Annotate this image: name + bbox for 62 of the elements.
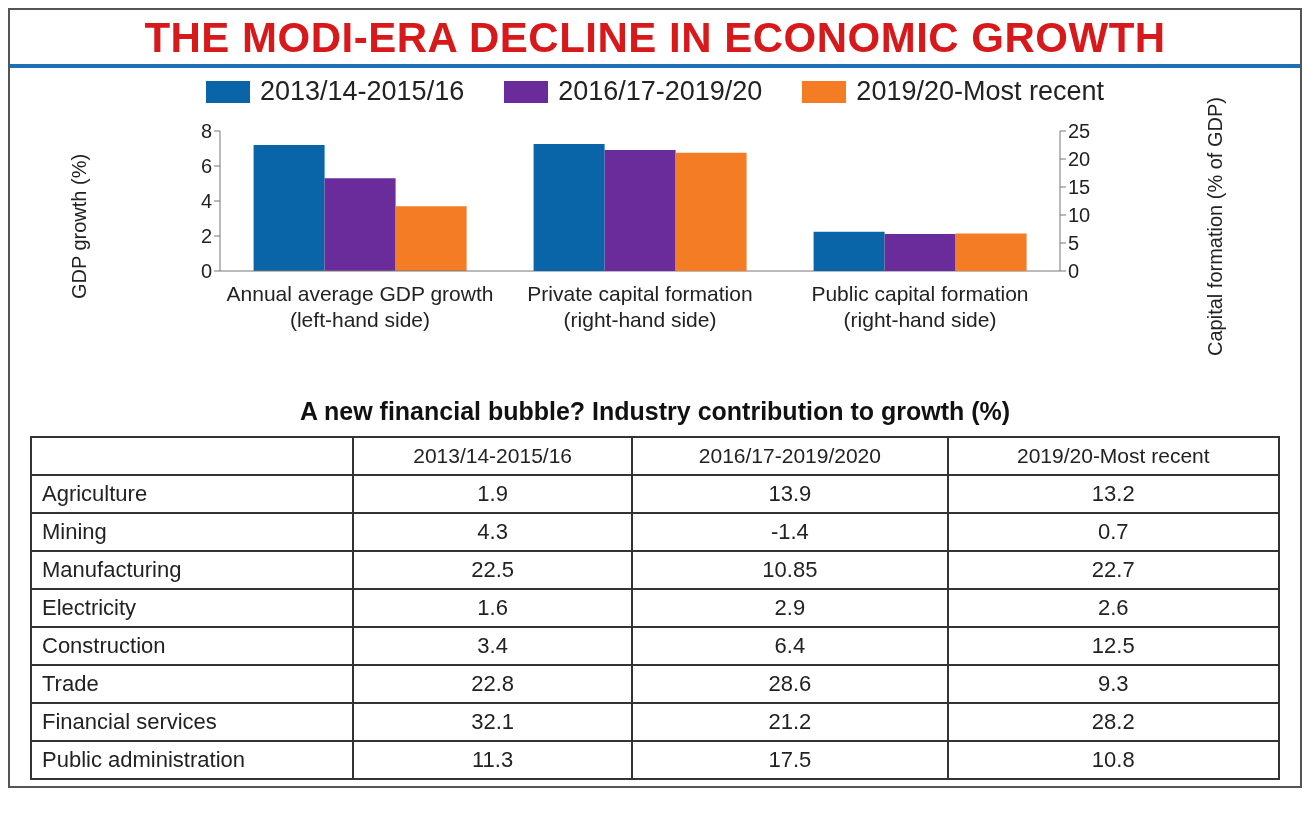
chart-title: A new financial bubble? Industry contribution to growth (%) — [298, 397, 1012, 426]
bar — [533, 143, 605, 271]
data-label: 28.6 — [632, 665, 948, 703]
y-tick-label: 0 — [200, 260, 212, 283]
y-tick-label: 4 — [200, 190, 212, 213]
data-label: 4.3 — [353, 513, 633, 551]
data-label: 32.1 — [353, 703, 633, 741]
data-label: 10.85 — [632, 551, 948, 589]
x-tick-label: 2016/17-2019/2020 — [632, 437, 948, 475]
x-tick-label: 2013/14-2015/16 — [353, 437, 633, 475]
y-tick-label: Trade — [31, 665, 353, 703]
y-tick-label: Electricity — [31, 589, 353, 627]
data-label: 2.9 — [632, 589, 948, 627]
y-tick-label: 6 — [200, 155, 212, 178]
bar — [955, 233, 1027, 271]
legend-label: 2019/20-Most recent — [856, 76, 1104, 107]
y2-tick-label: 20 — [1068, 148, 1091, 171]
bar — [813, 231, 885, 271]
bar — [675, 152, 747, 271]
y2-tick-label: 5 — [1068, 232, 1080, 255]
y2-tick-label: 15 — [1068, 176, 1091, 199]
chart-title: THE MODI-ERA DECLINE IN ECONOMIC GROWTH — [143, 14, 1167, 62]
x-tick-label: 2019/20-Most recent — [947, 437, 1279, 475]
data-label: 9.3 — [947, 665, 1279, 703]
data-label: 13.9 — [632, 475, 948, 513]
data-label: 1.6 — [353, 589, 633, 627]
y-tick-label: 2 — [200, 225, 212, 248]
y2-tick-label: 0 — [1068, 260, 1080, 283]
data-label: 1.9 — [353, 475, 633, 513]
data-label: 11.3 — [353, 741, 633, 779]
y-tick-label: Construction — [31, 627, 353, 665]
data-label: 28.2 — [947, 703, 1279, 741]
x-tick-label: Annual average GDP growth (left-hand side) — [226, 282, 494, 331]
y-axis-title: GDP growth (%) — [68, 153, 92, 299]
y2-axis-title: Capital formation (% of GDP) — [1203, 96, 1227, 356]
y-tick-label: 8 — [200, 120, 212, 143]
data-label: 12.5 — [947, 627, 1279, 665]
data-label: 0.7 — [947, 513, 1279, 551]
legend-label: 2016/17-2019/20 — [558, 76, 763, 107]
data-label: 10.8 — [947, 741, 1279, 779]
data-label: 6.4 — [632, 627, 948, 665]
x-tick-label: Public capital formation (right-hand side) — [811, 282, 1029, 331]
x-tick-label: Private capital formation (right-hand side) — [527, 282, 753, 331]
data-label: 22.5 — [353, 551, 633, 589]
legend-label: 2013/14-2015/16 — [259, 76, 465, 107]
data-label: 13.2 — [947, 475, 1279, 513]
data-label: 22.7 — [947, 551, 1279, 589]
y-tick-label: Manufacturing — [31, 551, 353, 589]
y-tick-label: Public administration — [31, 741, 353, 779]
y-tick-label: Mining — [31, 513, 353, 551]
y2-tick-label: 10 — [1068, 204, 1091, 227]
bar — [884, 234, 956, 271]
y-tick-label: Agriculture — [31, 475, 353, 513]
bar — [604, 150, 676, 271]
data-label: 17.5 — [632, 741, 948, 779]
data-label: -1.4 — [632, 513, 948, 551]
data-label: 3.4 — [353, 627, 633, 665]
data-label: 22.8 — [353, 665, 633, 703]
data-label: 2.6 — [947, 589, 1279, 627]
data-label: 21.2 — [632, 703, 948, 741]
y2-tick-label: 25 — [1068, 120, 1091, 143]
y-tick-label: Financial services — [31, 703, 353, 741]
